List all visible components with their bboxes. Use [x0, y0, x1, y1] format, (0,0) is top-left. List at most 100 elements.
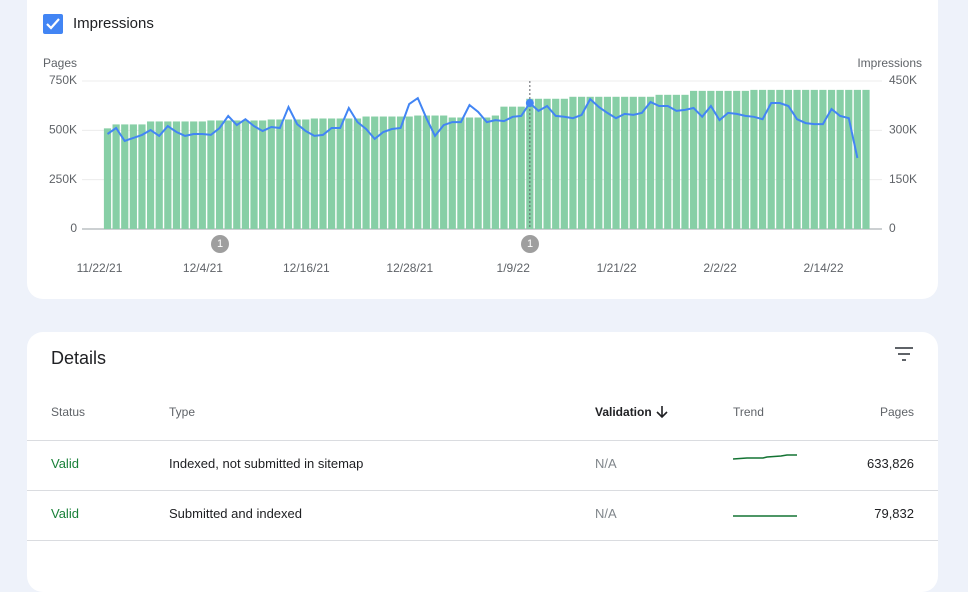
y2-tick-label: 450K: [889, 73, 917, 87]
bar: [284, 119, 293, 229]
validation: N/A: [595, 506, 617, 521]
bar: [146, 121, 155, 229]
bar: [267, 119, 275, 229]
bar: [603, 96, 612, 229]
bar: [534, 98, 543, 229]
bar: [310, 118, 318, 229]
bar: [690, 90, 698, 229]
bar: [577, 96, 586, 229]
y2-tick-label: 0: [889, 221, 896, 235]
column-header[interactable]: Validation: [595, 405, 652, 419]
bar: [181, 121, 189, 229]
bar: [215, 120, 224, 229]
page: Impressions Pages Impressions 0 250K 500K 7…: [27, 0, 938, 592]
y-axis-title: Pages: [43, 56, 77, 70]
bar: [422, 115, 431, 229]
bar: [758, 89, 767, 229]
bar: [681, 94, 689, 230]
bar: [741, 90, 749, 229]
annotation-marker: [211, 235, 229, 253]
bar: [543, 98, 551, 229]
bar: [457, 117, 465, 229]
bar: [474, 117, 482, 229]
bar: [241, 120, 250, 229]
hover-point: [525, 99, 534, 108]
bar: [715, 90, 724, 229]
column-header[interactable]: Type: [169, 405, 196, 419]
column-header[interactable]: Status: [51, 405, 86, 419]
bar: [500, 106, 508, 229]
bar: [465, 117, 474, 229]
bar: [560, 98, 568, 229]
bar: [198, 121, 206, 229]
checkbox[interactable]: [43, 14, 63, 34]
bar: [698, 90, 706, 229]
bar: [509, 106, 517, 229]
divider: [27, 540, 938, 541]
sort-arrow: [656, 406, 668, 419]
bar: [302, 119, 310, 229]
bar: [250, 120, 258, 229]
bar: [388, 116, 396, 229]
bar: [172, 121, 181, 229]
bar: [810, 89, 818, 229]
bar: [733, 90, 741, 229]
bar: [672, 94, 680, 230]
checkbox-label[interactable]: Impressions: [73, 15, 154, 32]
column-header[interactable]: Trend: [733, 405, 764, 419]
bar: [707, 90, 715, 229]
bar: [233, 120, 241, 229]
bar: [845, 89, 853, 229]
annotation-label: 1: [217, 238, 223, 250]
bar: [379, 116, 387, 229]
bar: [862, 89, 870, 229]
bar: [612, 96, 620, 229]
type[interactable]: Indexed, not submitted in sitemap: [169, 456, 364, 471]
bar: [121, 124, 129, 229]
bar: [112, 124, 120, 229]
bar: [750, 89, 758, 229]
bar: [207, 120, 215, 229]
x-tick-label: 12/28/21: [386, 261, 433, 275]
annotation-marker: [521, 235, 539, 253]
bar: [164, 121, 172, 229]
bar: [328, 118, 336, 229]
bar: [664, 94, 672, 230]
bar: [819, 89, 827, 229]
bar: [448, 117, 456, 229]
filter-icon[interactable]: [894, 346, 914, 362]
bar: [517, 106, 525, 229]
bar: [586, 96, 594, 229]
column-header[interactable]: Pages: [879, 405, 914, 419]
x-tick-label: 11/22/21: [77, 261, 123, 275]
bar: [776, 89, 784, 229]
bar: [293, 119, 301, 229]
bar: [345, 118, 353, 229]
type[interactable]: Submitted and indexed: [169, 506, 302, 521]
bar: [190, 121, 198, 229]
bar: [827, 89, 836, 229]
x-tick-label: 12/16/21: [283, 261, 330, 275]
y2-axis-title: Impressions: [857, 56, 922, 70]
bar: [638, 96, 646, 229]
bar: [595, 96, 603, 229]
bar: [784, 89, 793, 229]
bar: [224, 120, 232, 229]
y-tick-label: 750K: [49, 73, 77, 87]
annotation-label: 1: [527, 238, 533, 250]
bar: [319, 118, 327, 229]
bar: [483, 117, 491, 229]
chart: Impressions Pages Impressions 0 250K 500K 7…: [43, 14, 922, 275]
bar: [353, 118, 362, 229]
validation: N/A: [595, 456, 617, 471]
trend-sparkline: [733, 515, 797, 517]
bar: [629, 96, 637, 229]
y2-tick-label: 150K: [889, 172, 917, 186]
bar: [655, 94, 663, 230]
y2-tick-label: 300K: [889, 123, 917, 137]
x-tick-label: 1/9/22: [497, 261, 531, 275]
bar: [526, 98, 534, 229]
pages: 79,832: [874, 506, 914, 521]
bar: [129, 124, 137, 229]
bar: [724, 90, 732, 229]
